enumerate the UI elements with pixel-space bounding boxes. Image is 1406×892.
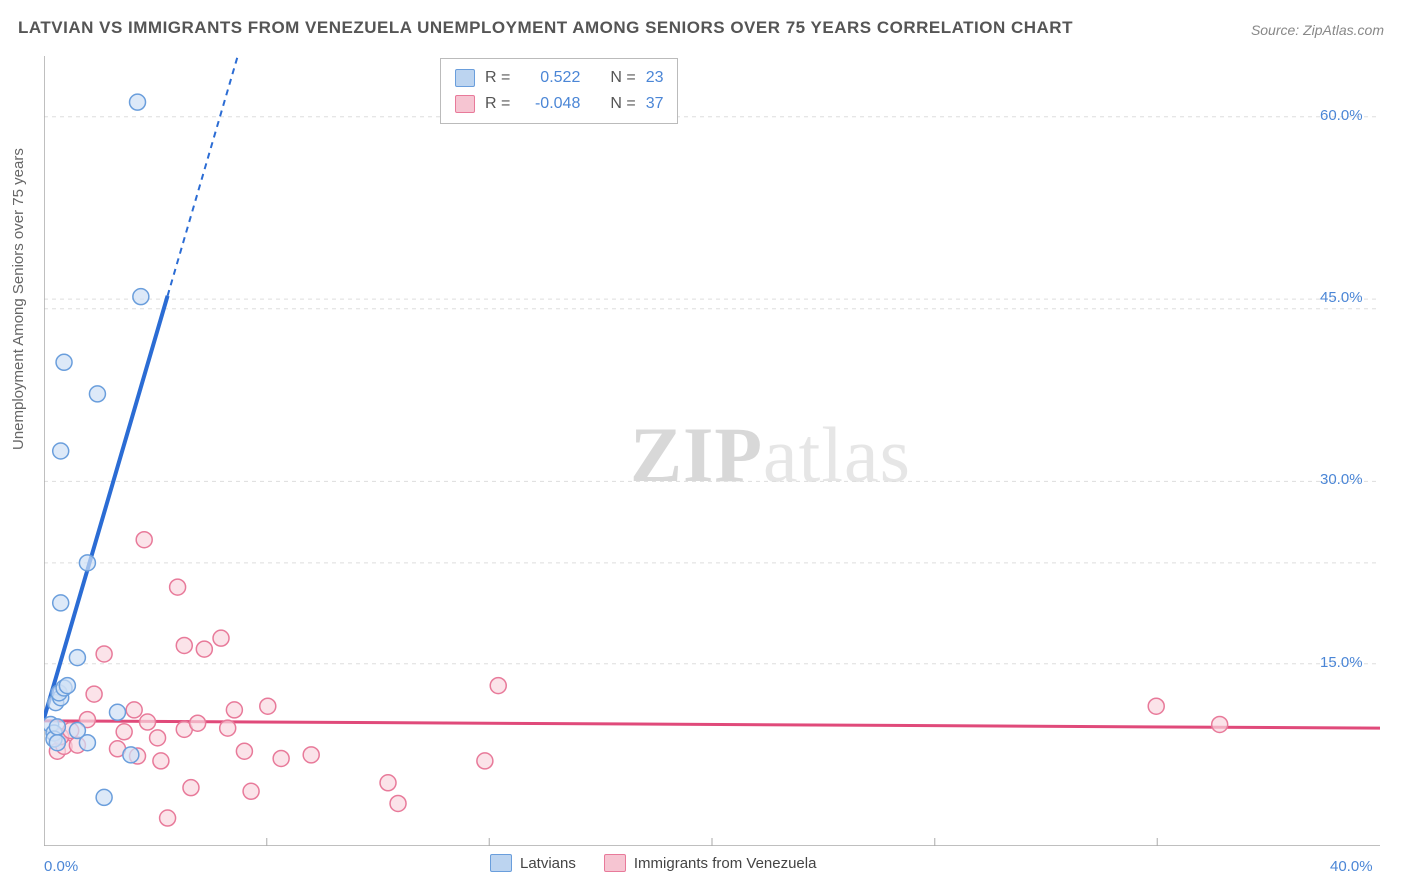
point-latvians bbox=[49, 719, 65, 735]
scatter-plot bbox=[44, 56, 1380, 846]
point-venezuela bbox=[176, 637, 192, 653]
ytick-label: 60.0% bbox=[1320, 107, 1363, 124]
point-venezuela bbox=[236, 743, 252, 759]
point-latvians bbox=[89, 386, 105, 402]
xtick-label: 40.0% bbox=[1330, 858, 1373, 875]
point-venezuela bbox=[140, 714, 156, 730]
point-venezuela bbox=[226, 702, 242, 718]
point-venezuela bbox=[390, 795, 406, 811]
point-latvians bbox=[59, 678, 75, 694]
point-venezuela bbox=[183, 780, 199, 796]
r-value: 0.522 bbox=[520, 69, 580, 87]
point-latvians bbox=[123, 747, 139, 763]
point-latvians bbox=[56, 354, 72, 370]
swatch-icon bbox=[455, 95, 475, 113]
swatch-icon bbox=[490, 854, 512, 872]
point-latvians bbox=[53, 443, 69, 459]
point-venezuela bbox=[273, 750, 289, 766]
n-value: 23 bbox=[646, 69, 664, 87]
point-venezuela bbox=[160, 810, 176, 826]
point-venezuela bbox=[116, 724, 132, 740]
y-axis-label: Unemployment Among Seniors over 75 years bbox=[10, 148, 27, 450]
n-value: 37 bbox=[646, 95, 664, 113]
swatch-icon bbox=[455, 69, 475, 87]
point-venezuela bbox=[213, 630, 229, 646]
point-venezuela bbox=[303, 747, 319, 763]
point-venezuela bbox=[153, 753, 169, 769]
point-venezuela bbox=[196, 641, 212, 657]
source-credit: Source: ZipAtlas.com bbox=[1251, 22, 1384, 38]
stats-row: R = -0.048 N = 37 bbox=[455, 91, 663, 117]
point-venezuela bbox=[260, 698, 276, 714]
point-latvians bbox=[53, 595, 69, 611]
n-label: N = bbox=[610, 95, 635, 113]
legend-item: Immigrants from Venezuela bbox=[604, 854, 817, 872]
legend-label: Immigrants from Venezuela bbox=[634, 855, 817, 872]
point-latvians bbox=[109, 704, 125, 720]
r-label: R = bbox=[485, 69, 510, 87]
point-venezuela bbox=[126, 702, 142, 718]
point-venezuela bbox=[170, 579, 186, 595]
point-latvians bbox=[130, 94, 146, 110]
n-label: N = bbox=[610, 69, 635, 87]
point-venezuela bbox=[96, 646, 112, 662]
ytick-label: 30.0% bbox=[1320, 471, 1363, 488]
ytick-label: 45.0% bbox=[1320, 289, 1363, 306]
legend-label: Latvians bbox=[520, 855, 576, 872]
point-venezuela bbox=[490, 678, 506, 694]
point-latvians bbox=[133, 289, 149, 305]
swatch-icon bbox=[604, 854, 626, 872]
chart-title: LATVIAN VS IMMIGRANTS FROM VENEZUELA UNE… bbox=[18, 18, 1073, 38]
point-venezuela bbox=[1212, 716, 1228, 732]
stats-legend: R = 0.522 N = 23 R = -0.048 N = 37 bbox=[440, 58, 678, 124]
point-latvians bbox=[69, 650, 85, 666]
point-latvians bbox=[96, 789, 112, 805]
point-latvians bbox=[69, 723, 85, 739]
point-venezuela bbox=[136, 532, 152, 548]
point-latvians bbox=[79, 555, 95, 571]
trend-line-latvians-dash bbox=[168, 56, 238, 296]
point-venezuela bbox=[86, 686, 102, 702]
point-venezuela bbox=[1148, 698, 1164, 714]
point-venezuela bbox=[477, 753, 493, 769]
series-legend: Latvians Immigrants from Venezuela bbox=[490, 854, 816, 872]
trend-line-venezuela bbox=[44, 721, 1380, 728]
ytick-label: 15.0% bbox=[1320, 654, 1363, 671]
r-label: R = bbox=[485, 95, 510, 113]
r-value: -0.048 bbox=[520, 95, 580, 113]
point-venezuela bbox=[220, 720, 236, 736]
point-venezuela bbox=[380, 775, 396, 791]
legend-item: Latvians bbox=[490, 854, 576, 872]
point-venezuela bbox=[190, 715, 206, 731]
xtick-label: 0.0% bbox=[44, 858, 78, 875]
point-venezuela bbox=[150, 730, 166, 746]
point-venezuela bbox=[243, 783, 259, 799]
point-latvians bbox=[49, 735, 65, 751]
stats-row: R = 0.522 N = 23 bbox=[455, 65, 663, 91]
